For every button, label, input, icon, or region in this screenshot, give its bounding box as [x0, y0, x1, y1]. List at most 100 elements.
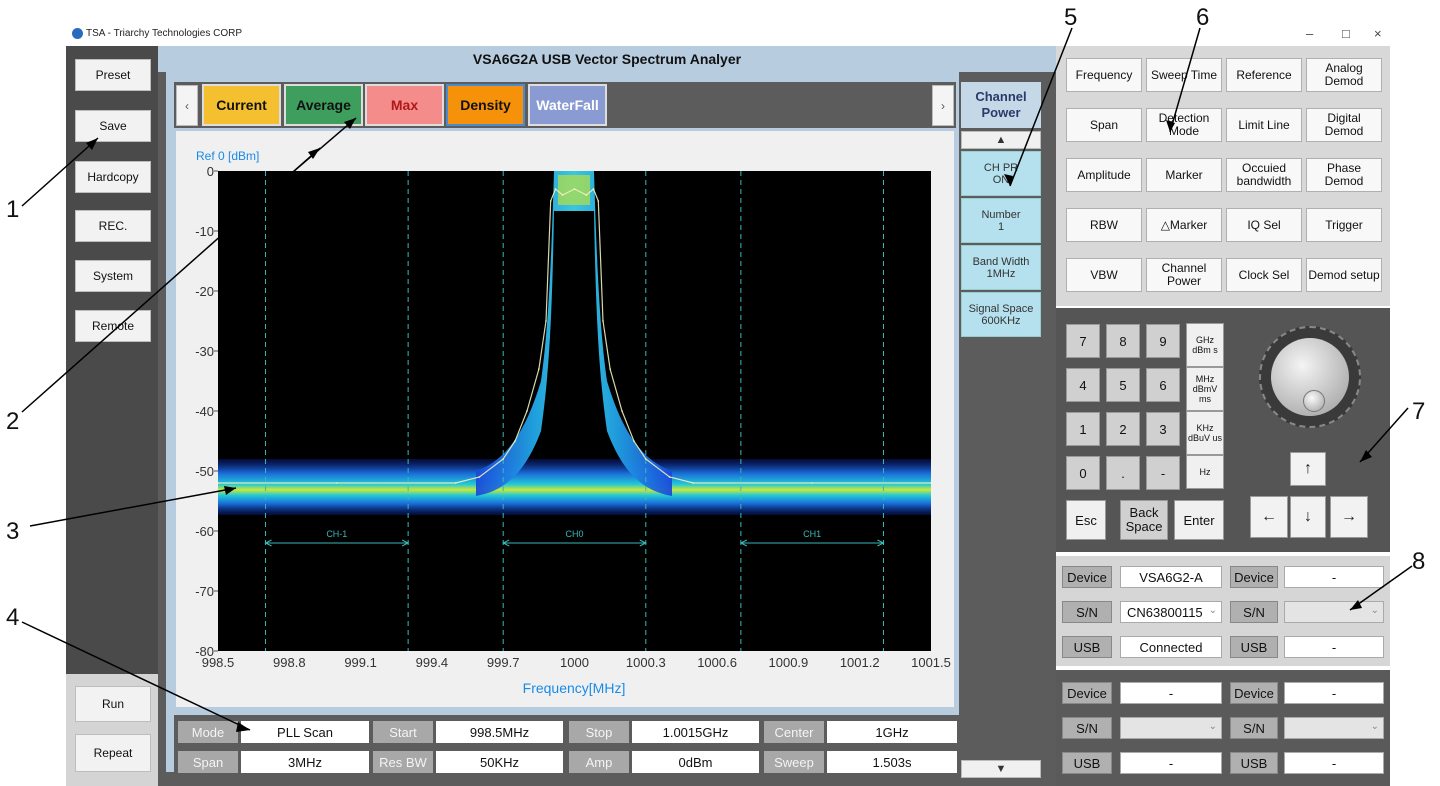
minimize-button[interactable]: – [1306, 26, 1314, 41]
arrow-down-button[interactable]: ↓ [1290, 496, 1326, 538]
trace-point-0-22 [692, 482, 695, 484]
trace-point-0-21 [668, 476, 671, 478]
repeat-button[interactable]: Repeat [75, 734, 151, 772]
mode-value[interactable]: PLL Scan [241, 721, 369, 743]
demod-setup-button[interactable]: Demod setup [1306, 258, 1382, 292]
arrow-right-button[interactable]: → [1330, 496, 1368, 538]
number-value: 1 [997, 220, 1005, 233]
key-dot[interactable]: . [1106, 456, 1140, 490]
digital-demod-button[interactable]: Digital Demod [1306, 108, 1382, 142]
stop-value[interactable]: 1.0015GHz [632, 721, 759, 743]
tab-prev-button[interactable]: ‹ [176, 85, 198, 126]
tab-next-button[interactable]: › [932, 85, 954, 126]
hardcopy-button[interactable]: Hardcopy [75, 161, 151, 193]
tab-density[interactable]: Density [446, 84, 525, 126]
sweep-label: Sweep [764, 751, 824, 773]
run-button[interactable]: Run [75, 686, 151, 722]
amplitude-button[interactable]: Amplitude [1066, 158, 1142, 192]
phase-demod-button[interactable]: Phase Demod [1306, 158, 1382, 192]
side-scroll-down-button[interactable]: ▼ [961, 760, 1041, 778]
tab-current[interactable]: Current [202, 84, 281, 126]
tab-max[interactable]: Max [365, 84, 444, 126]
key-5[interactable]: 5 [1106, 368, 1140, 402]
channel-arrow-right-1 [639, 539, 647, 547]
window-titlebar: TSA - Triarchy Technologies CORP – □ × [66, 24, 1390, 46]
knob-grip [1303, 390, 1325, 412]
frequency-button[interactable]: Frequency [1066, 58, 1142, 92]
channel-arrow-left-1 [502, 539, 510, 547]
group2-right-sn-select[interactable]: ⌄ [1284, 717, 1384, 739]
vbw-button[interactable]: VBW [1066, 258, 1142, 292]
spectrum-chart[interactable]: CH-1 CH0 CH1 0-10-20-30-40-50-60-70-80 998… [176, 131, 954, 707]
x-tick-label-10: 1001.5 [911, 655, 951, 670]
key-8[interactable]: 8 [1106, 324, 1140, 358]
x-axis-label: Frequency[MHz] [523, 680, 626, 696]
side-scroll-up-button[interactable]: ▲ [961, 131, 1041, 149]
system-button[interactable]: System [75, 260, 151, 292]
center-value[interactable]: 1GHz [827, 721, 957, 743]
chevron-down-icon: ⌄ [1370, 605, 1379, 616]
iq-sel-button[interactable]: IQ Sel [1226, 208, 1302, 242]
limit-line-button[interactable]: Limit Line [1226, 108, 1302, 142]
key-1[interactable]: 1 [1066, 412, 1100, 446]
span-value[interactable]: 3MHz [241, 751, 369, 773]
sweep-time-button[interactable]: Sweep Time [1146, 58, 1222, 92]
ch-pr-button[interactable]: CH PR ON [961, 151, 1041, 196]
span-button[interactable]: Span [1066, 108, 1142, 142]
signal-space-button[interactable]: Signal Space 600KHz [961, 292, 1041, 337]
chevron-down-icon: ⌄ [1208, 605, 1217, 616]
enter-key[interactable]: Enter [1174, 500, 1224, 540]
number-button[interactable]: Number 1 [961, 198, 1041, 243]
key-6[interactable]: 6 [1146, 368, 1180, 402]
window-title: TSA - Triarchy Technologies CORP [86, 28, 242, 39]
remote-button[interactable]: Remote [75, 310, 151, 342]
key-7[interactable]: 7 [1066, 324, 1100, 358]
unit-ghz-key[interactable]: GHz dBm s [1186, 323, 1224, 367]
y-tick-label-7: -70 [195, 584, 214, 599]
group1-left-sn-select[interactable]: CN63800115 ⌄ [1120, 601, 1222, 623]
marker-button[interactable]: △Marker [1146, 208, 1222, 242]
amp-value[interactable]: 0dBm [632, 751, 759, 773]
sweep-value[interactable]: 1.503s [827, 751, 957, 773]
arrow-left-button[interactable]: ← [1250, 496, 1288, 538]
detection-mode-button[interactable]: Detection Mode [1146, 108, 1222, 142]
rbw-button[interactable]: RBW [1066, 208, 1142, 242]
occuied-bandwidth-button[interactable]: Occuied bandwidth [1226, 158, 1302, 192]
start-value[interactable]: 998.5MHz [436, 721, 563, 743]
res-bw-value[interactable]: 50KHz [436, 751, 563, 773]
key-4[interactable]: 4 [1066, 368, 1100, 402]
trigger-button[interactable]: Trigger [1306, 208, 1382, 242]
analog-demod-button[interactable]: Analog Demod [1306, 58, 1382, 92]
trace-point-0-4 [502, 458, 505, 460]
key-9[interactable]: 9 [1146, 324, 1180, 358]
close-button[interactable]: × [1374, 26, 1382, 41]
esc-key[interactable]: Esc [1066, 500, 1106, 540]
trace-point-0-14 [592, 188, 595, 190]
group1-left-sn-label: S/N [1062, 601, 1112, 623]
group2-left-device-value: - [1120, 682, 1222, 704]
preset-button[interactable]: Preset [75, 59, 151, 91]
key-3[interactable]: 3 [1146, 412, 1180, 446]
group2-left-sn-select[interactable]: ⌄ [1120, 717, 1222, 739]
channel-power-button[interactable]: Channel Power [1146, 258, 1222, 292]
key-0[interactable]: 0 [1066, 456, 1100, 490]
backspace-key[interactable]: Back Space [1120, 500, 1168, 540]
clock-sel-button[interactable]: Clock Sel [1226, 258, 1302, 292]
band-width-button[interactable]: Band Width 1MHz [961, 245, 1041, 290]
rec-button[interactable]: REC. [75, 210, 151, 242]
unit-hz-key[interactable]: Hz [1186, 455, 1224, 489]
key-minus[interactable]: - [1146, 456, 1180, 490]
tab-average[interactable]: Average [284, 84, 363, 126]
group1-left-usb-value: Connected [1120, 636, 1222, 658]
save-button[interactable]: Save [75, 110, 151, 142]
maximize-button[interactable]: □ [1342, 26, 1350, 41]
group1-right-sn-select[interactable]: ⌄ [1284, 601, 1384, 623]
tab-waterfall[interactable]: WaterFall [528, 84, 607, 126]
arrow-up-button[interactable]: ↑ [1290, 452, 1326, 486]
unit-mhz-key[interactable]: MHz dBmV ms [1186, 367, 1224, 411]
marker-button[interactable]: Marker [1146, 158, 1222, 192]
rotary-knob[interactable] [1259, 326, 1361, 428]
reference-button[interactable]: Reference [1226, 58, 1302, 92]
key-2[interactable]: 2 [1106, 412, 1140, 446]
unit-khz-key[interactable]: KHz dBuV us [1186, 411, 1224, 455]
